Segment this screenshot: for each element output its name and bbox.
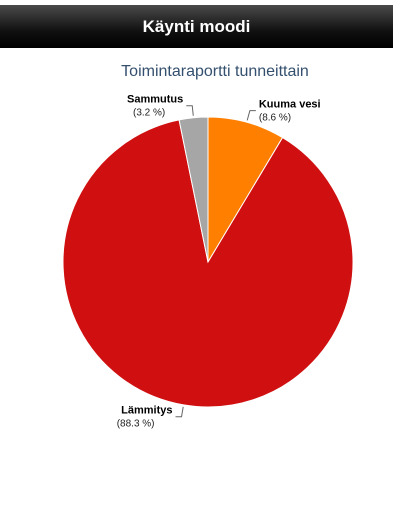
chart-title: Toimintaraportti tunneittain: [121, 63, 309, 80]
label-connector: [186, 105, 194, 116]
label-connector: [246, 110, 256, 121]
slice-label: Sammutus: [127, 94, 183, 106]
slice-label: Lämmitys: [121, 405, 172, 417]
header-title: Käynti moodi: [0, 5, 393, 48]
pie-slice: [178, 116, 209, 263]
slice-label: Kuuma vesi: [259, 99, 321, 111]
pie-slice: [62, 119, 354, 408]
slice-value-label: (3.2 %): [133, 107, 165, 118]
label-connector: [175, 406, 184, 418]
slice-value-label: (88.3 %): [117, 418, 155, 429]
slice-value-label: (8.6 %): [259, 112, 291, 123]
